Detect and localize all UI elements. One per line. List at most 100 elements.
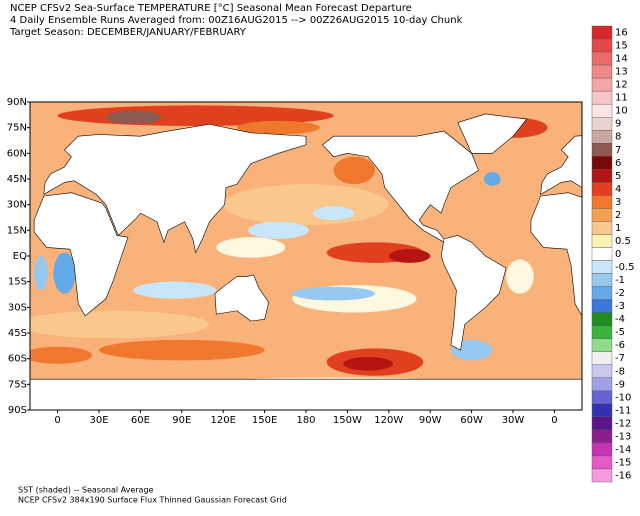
lat-label: 45S	[8, 328, 27, 339]
colorbar-label: -6	[615, 340, 625, 351]
shape	[457, 113, 528, 154]
colorbar-label: 8	[615, 132, 621, 143]
shape	[30, 378, 582, 410]
colorbar-box	[591, 77, 613, 92]
colorbar-label: 11	[615, 93, 628, 104]
colorbar-label: 7	[615, 145, 621, 156]
anomaly	[343, 356, 393, 371]
lon-label: 120W	[374, 415, 403, 426]
title-line: NCEP CFSv2 Sea-Surface TEMPERATURE [°C] …	[10, 3, 412, 14]
colorbar-label: -11	[615, 405, 631, 416]
colorbar-label: 10	[615, 106, 628, 117]
colorbar-label: -10	[615, 392, 631, 403]
colorbar-label: -12	[615, 418, 631, 429]
anomaly	[223, 184, 389, 226]
lat-label: 75N	[7, 123, 27, 134]
lat-label: EQ	[13, 251, 27, 262]
colorbar-box	[591, 260, 613, 274]
colorbar-label: 3	[615, 197, 621, 208]
lon-label: 0	[551, 415, 557, 426]
anomaly	[34, 256, 48, 291]
colorbar-label: 4	[615, 184, 621, 195]
lon-label: 30E	[89, 415, 108, 426]
colorbar-label: -0.5	[615, 262, 635, 273]
lon-label: 0	[54, 415, 60, 426]
colorbar-box	[591, 273, 613, 287]
shape	[214, 274, 270, 322]
colorbar-box	[591, 51, 613, 66]
anomaly	[312, 206, 355, 221]
colorbar-box	[591, 377, 613, 391]
colorbar-label: 16	[615, 28, 628, 39]
colorbar-label: 15	[615, 41, 628, 52]
lon-label: 90W	[419, 415, 442, 426]
colorbar-box	[591, 234, 613, 248]
colorbar-box	[591, 364, 613, 378]
lat-label: 60S	[8, 354, 27, 365]
colorbar-label: 0	[615, 249, 621, 260]
colorbar-label: 12	[615, 80, 628, 91]
colorbar-box	[591, 143, 613, 157]
colorbar-label: -8	[615, 366, 625, 377]
colorbar-box	[591, 25, 613, 40]
anomaly	[388, 249, 431, 263]
map	[30, 102, 582, 410]
colorbar-box	[591, 429, 613, 444]
shape	[33, 192, 129, 317]
shape	[440, 235, 507, 351]
colorbar-box	[591, 64, 613, 79]
lat-label: 15S	[8, 277, 27, 288]
title-line: 4 Daily Ensemble Runs Averaged from: 00Z…	[10, 15, 463, 26]
lat-label: 30N	[7, 200, 27, 211]
colorbar-box	[591, 351, 613, 365]
anomaly	[248, 221, 309, 239]
colorbar-box	[591, 221, 613, 235]
colorbar-box	[591, 130, 613, 144]
lat-label: 15N	[7, 225, 27, 236]
lon-label: 180	[296, 415, 315, 426]
colorbar-label: 14	[615, 54, 628, 65]
colorbar-box	[591, 286, 613, 300]
colorbar-box	[591, 156, 613, 170]
colorbar-label: -15	[615, 457, 631, 468]
colorbar-label: -2	[615, 288, 625, 299]
colorbar-label: -14	[615, 444, 631, 455]
colorbar-box	[591, 103, 613, 118]
colorbar-label: 9	[615, 119, 621, 130]
colorbar-label: -16	[615, 470, 631, 481]
shape	[43, 123, 307, 254]
shape	[322, 130, 479, 243]
colorbar-box	[591, 208, 613, 222]
colorbar-box	[591, 247, 613, 261]
colorbar-label: -7	[615, 353, 625, 364]
colorbar-label: 2	[615, 210, 621, 221]
colorbar-box	[591, 38, 613, 53]
lon-label: 60E	[131, 415, 150, 426]
colorbar-box	[591, 195, 613, 209]
colorbar-box	[591, 169, 613, 183]
lon-label: 30W	[502, 415, 525, 426]
anomaly	[133, 281, 217, 299]
colorbar-box	[591, 338, 613, 352]
lat-label: 90N	[7, 97, 27, 108]
shape	[530, 192, 582, 317]
colorbar-label: -5	[615, 327, 625, 338]
footer-line: NCEP CFSv2 384x190 Surface Flux Thinned …	[18, 496, 287, 505]
lon-label: 120E	[210, 415, 235, 426]
colorbar-box	[591, 416, 613, 431]
colorbar-label: 5	[615, 171, 621, 182]
colorbar-box	[591, 442, 613, 457]
colorbar-box	[591, 312, 613, 326]
anomaly	[333, 156, 375, 185]
colorbar-label: 0.5	[615, 236, 631, 247]
anomaly	[506, 259, 534, 294]
colorbar-box	[591, 468, 613, 483]
lon-label: 150W	[333, 415, 362, 426]
anomaly	[484, 172, 501, 186]
colorbar-label: -3	[615, 301, 625, 312]
anomaly	[216, 237, 286, 258]
footer-line: SST (shaded) -- Seasonal Average	[18, 486, 154, 495]
lat-label: 75S	[8, 379, 27, 390]
